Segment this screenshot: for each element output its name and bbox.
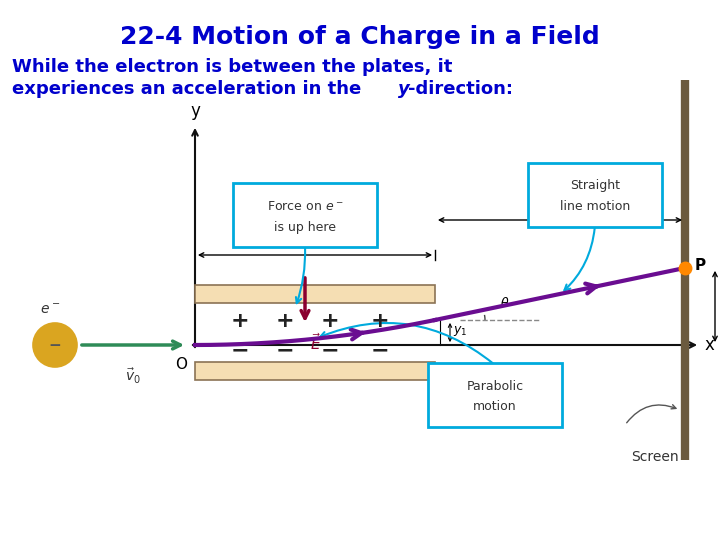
Text: $\vec{E}$: $\vec{E}$ bbox=[310, 332, 322, 353]
Text: Straight: Straight bbox=[570, 179, 620, 192]
FancyBboxPatch shape bbox=[428, 363, 562, 427]
Text: +: + bbox=[230, 311, 249, 331]
Text: +: + bbox=[276, 311, 294, 331]
Text: x: x bbox=[705, 336, 715, 354]
Text: +: + bbox=[320, 311, 339, 331]
Text: +: + bbox=[371, 311, 390, 331]
Text: y: y bbox=[190, 102, 200, 120]
Text: $\vec{v}_0$: $\vec{v}_0$ bbox=[125, 367, 141, 386]
Text: $\theta$: $\theta$ bbox=[500, 296, 510, 310]
FancyBboxPatch shape bbox=[528, 163, 662, 227]
Text: Force on $e^-$: Force on $e^-$ bbox=[267, 199, 343, 213]
FancyBboxPatch shape bbox=[233, 183, 377, 247]
Text: $L_1$: $L_1$ bbox=[307, 231, 323, 247]
Text: experiences an acceleration in the: experiences an acceleration in the bbox=[12, 80, 367, 98]
Bar bbox=[195, 362, 435, 380]
Text: While the electron is between the plates, it: While the electron is between the plates… bbox=[12, 58, 452, 76]
Text: -direction:: -direction: bbox=[408, 80, 513, 98]
Text: −: − bbox=[320, 340, 339, 360]
Text: $e^-$: $e^-$ bbox=[40, 303, 60, 317]
Text: line motion: line motion bbox=[560, 200, 630, 213]
Circle shape bbox=[33, 323, 77, 367]
Text: −: − bbox=[230, 340, 249, 360]
Text: y: y bbox=[398, 80, 410, 98]
Text: 22-4 Motion of a Charge in a Field: 22-4 Motion of a Charge in a Field bbox=[120, 25, 600, 49]
Text: −: − bbox=[371, 340, 390, 360]
Text: $y_1$: $y_1$ bbox=[453, 323, 467, 338]
Text: P: P bbox=[695, 259, 706, 273]
Text: motion: motion bbox=[473, 401, 517, 414]
Text: −: − bbox=[49, 338, 61, 353]
Text: Screen: Screen bbox=[631, 450, 679, 464]
Text: O: O bbox=[175, 357, 187, 372]
Bar bbox=[195, 285, 435, 303]
Text: Parabolic: Parabolic bbox=[467, 380, 523, 393]
Text: is up here: is up here bbox=[274, 220, 336, 233]
Text: $L_2$: $L_2$ bbox=[552, 195, 567, 212]
Text: −: − bbox=[276, 340, 294, 360]
